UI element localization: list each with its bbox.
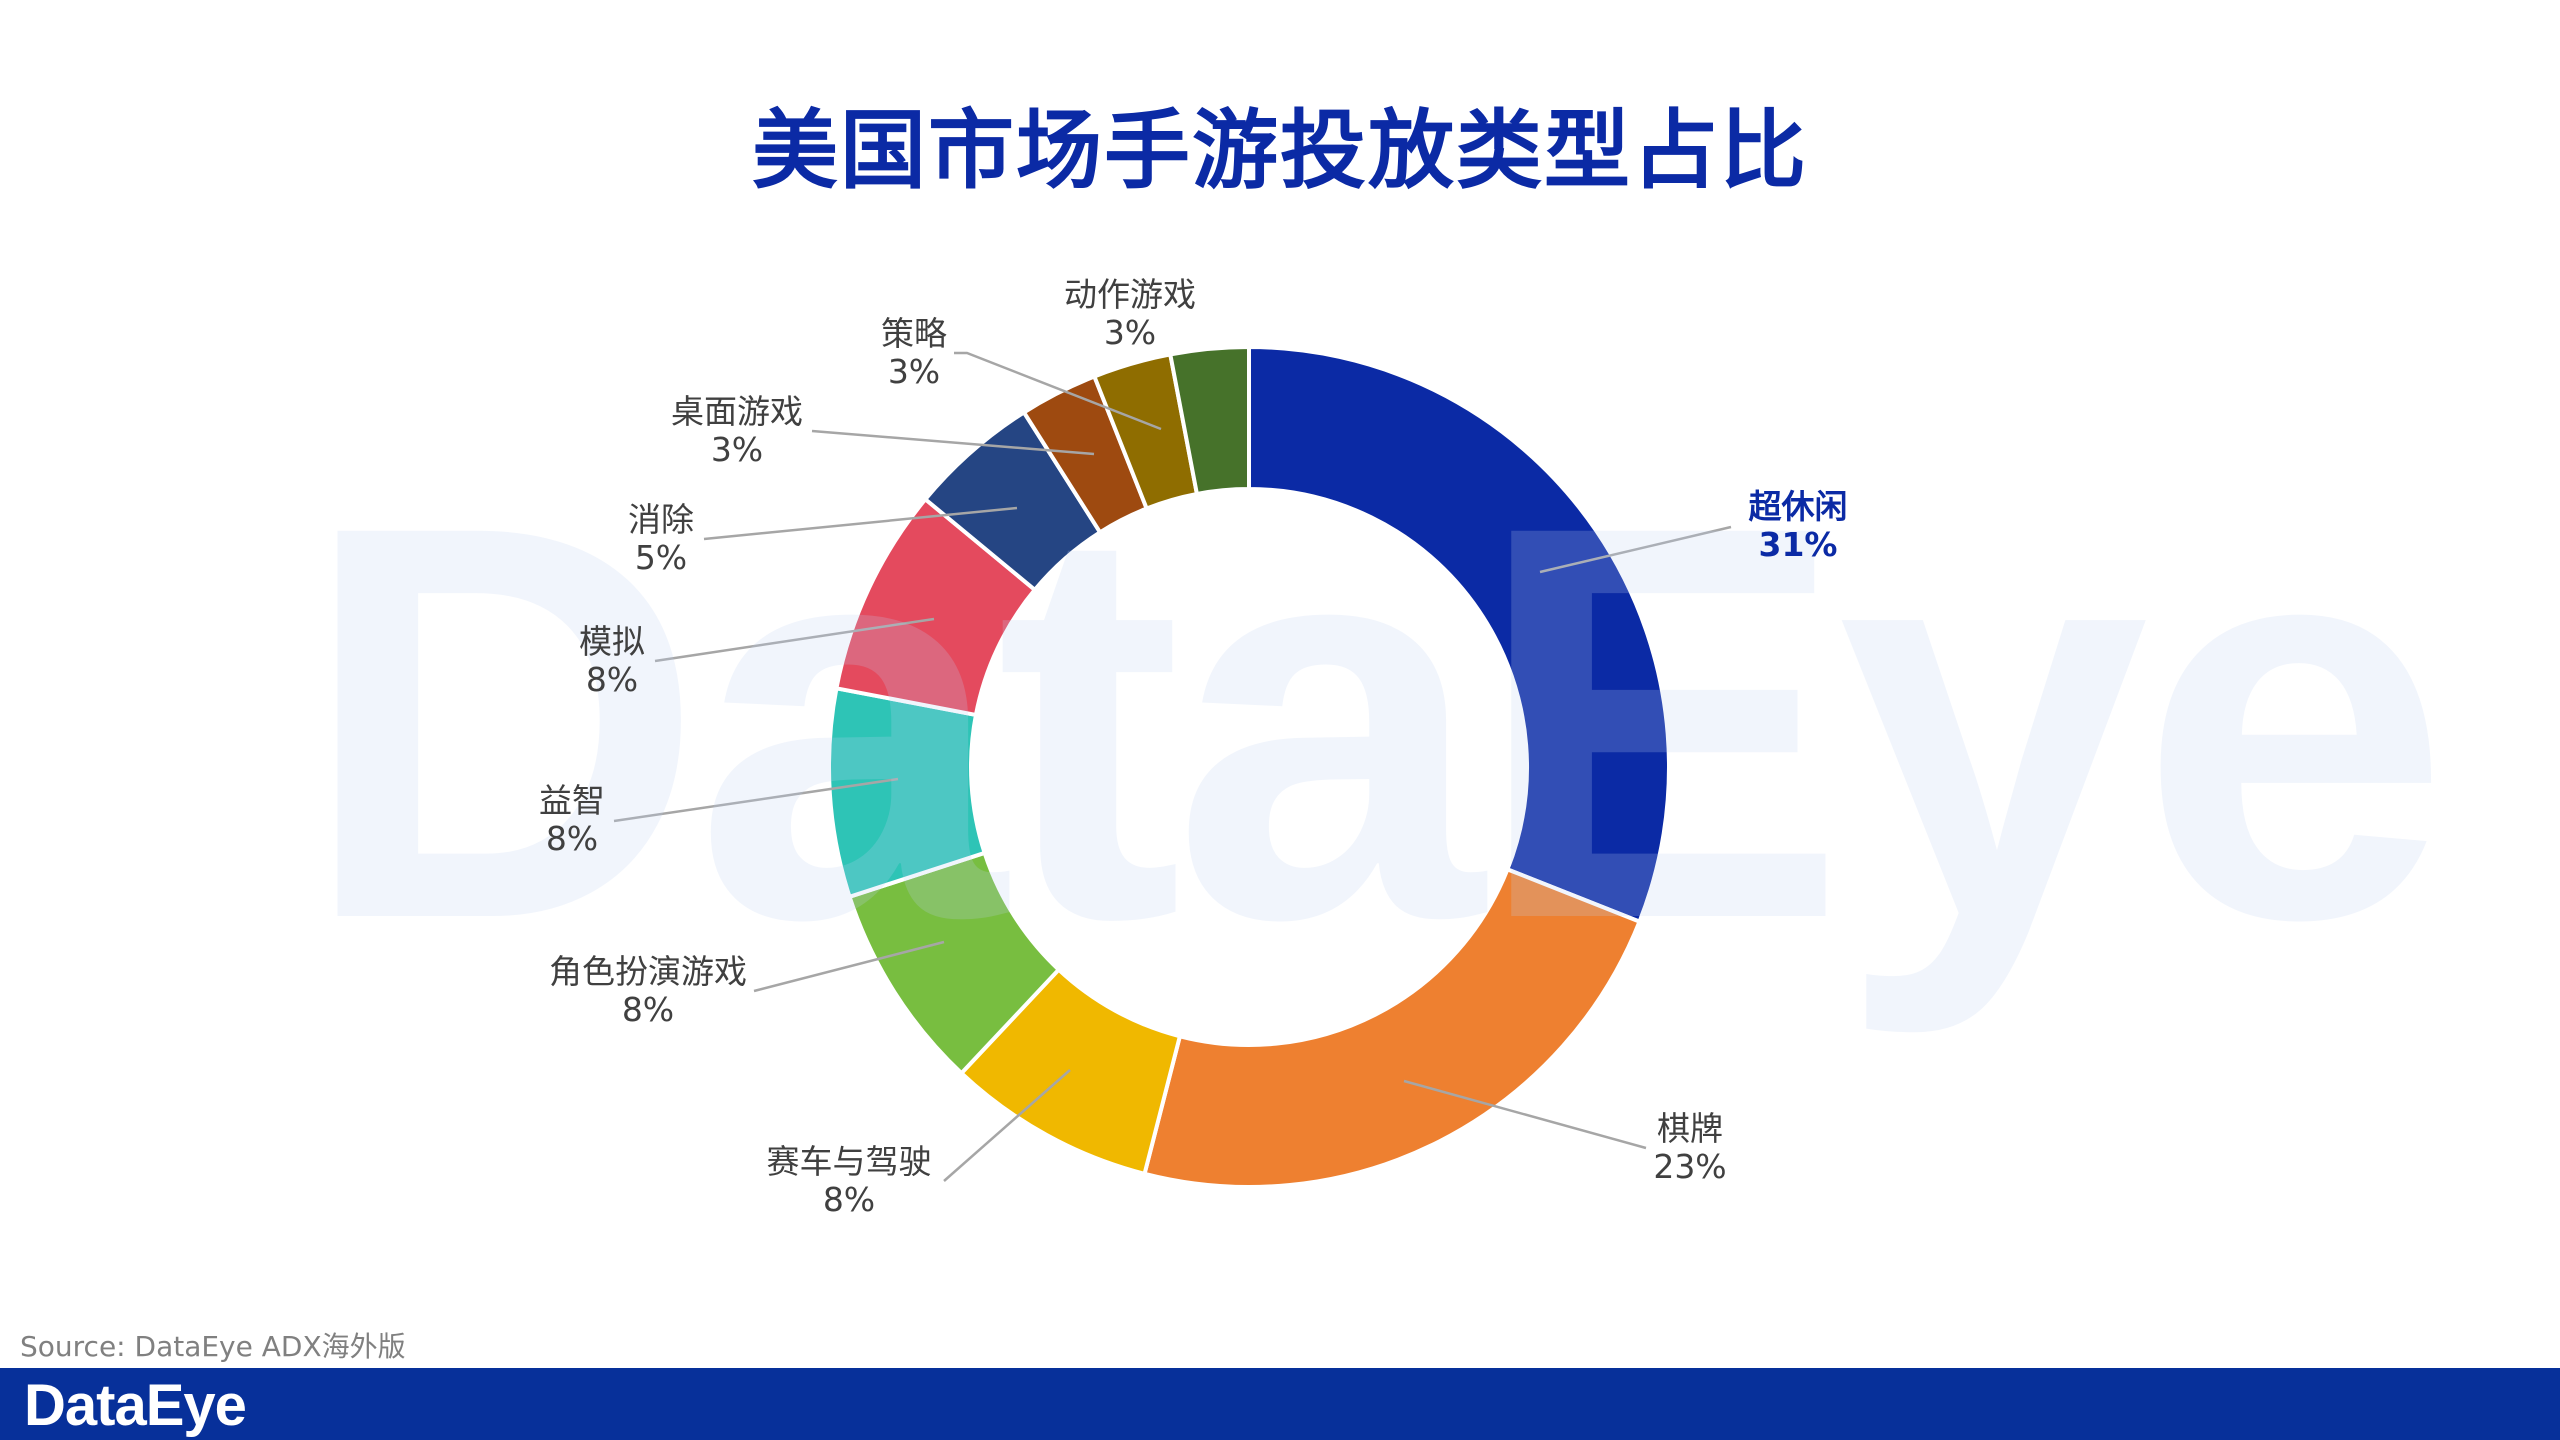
donut-slice-9 bbox=[1167, 344, 1251, 497]
slice-percent: 8% bbox=[585, 660, 639, 699]
slice-percent: 5% bbox=[634, 538, 688, 577]
data-label-7: 桌面游戏 3% bbox=[671, 393, 803, 469]
slice-name: 超休闲 bbox=[1748, 487, 1848, 526]
slice-name: 角色扮演游戏 bbox=[549, 952, 747, 991]
leader-line-7 bbox=[811, 429, 1095, 456]
footer-bar: DataEye bbox=[0, 1368, 2560, 1440]
slice-percent: 31% bbox=[1758, 525, 1838, 564]
donut-slice-1 bbox=[1142, 866, 1643, 1189]
data-label-9: 动作游戏 3% bbox=[1064, 276, 1196, 352]
slice-name: 益智 bbox=[539, 781, 605, 820]
slice-percent: 3% bbox=[710, 430, 764, 469]
data-label-8: 策略 3% bbox=[881, 315, 947, 391]
leader-line-5 bbox=[654, 617, 935, 663]
slice-name: 棋牌 bbox=[1656, 1109, 1723, 1148]
slice-percent: 8% bbox=[822, 1180, 876, 1219]
data-label-0: 超休闲 31% bbox=[1749, 488, 1848, 564]
slice-name: 桌面游戏 bbox=[671, 392, 803, 431]
slice-name: 消除 bbox=[628, 500, 694, 539]
leader-line-6 bbox=[703, 506, 1018, 541]
leader-line-0 bbox=[1539, 525, 1732, 574]
data-label-5: 模拟 8% bbox=[579, 623, 645, 699]
data-label-1: 棋牌 23% bbox=[1653, 1110, 1726, 1186]
leader-line-4 bbox=[613, 777, 899, 823]
leader-line-8 bbox=[954, 351, 1162, 431]
slice-percent: 8% bbox=[621, 990, 675, 1029]
slice-percent: 23% bbox=[1653, 1147, 1727, 1186]
leader-line-3 bbox=[753, 940, 945, 993]
slice-name: 策略 bbox=[881, 314, 947, 353]
slice-percent: 3% bbox=[887, 352, 941, 391]
dataeye-logo: DataEye bbox=[24, 1373, 247, 1438]
donut-slice-0 bbox=[1247, 344, 1671, 925]
leader-line-2 bbox=[943, 1069, 1071, 1182]
source-note: Source: DataEye ADX海外版 bbox=[20, 1330, 406, 1363]
data-label-3: 角色扮演游戏 8% bbox=[549, 953, 747, 1029]
data-label-4: 益智 8% bbox=[539, 782, 605, 858]
leader-line-1 bbox=[1403, 1079, 1647, 1150]
slice-name: 赛车与驾驶 bbox=[766, 1142, 932, 1181]
slice-name: 模拟 bbox=[579, 622, 645, 661]
slice-name: 动作游戏 bbox=[1064, 275, 1196, 314]
data-label-6: 消除 5% bbox=[628, 501, 694, 577]
chart-title: 美国市场手游投放类型占比 bbox=[752, 101, 1808, 201]
slice-percent: 8% bbox=[545, 819, 599, 858]
data-label-2: 赛车与驾驶 8% bbox=[767, 1143, 932, 1219]
slice-percent: 3% bbox=[1103, 313, 1157, 352]
